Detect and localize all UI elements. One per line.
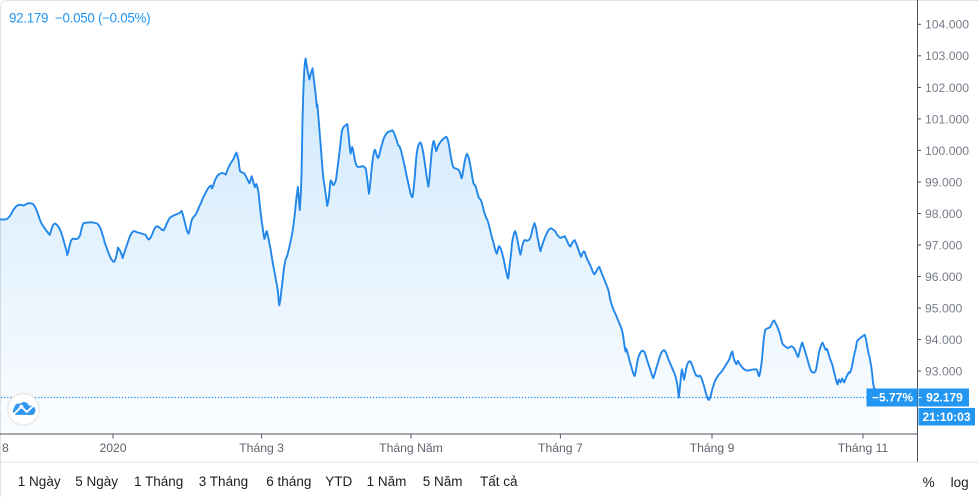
svg-text:93.000: 93.000 xyxy=(925,365,962,379)
svg-text:1 Năm: 1 Năm xyxy=(367,474,407,489)
svg-text:5 Năm: 5 Năm xyxy=(423,474,463,489)
svg-text:8: 8 xyxy=(2,441,9,455)
svg-text:log: log xyxy=(951,475,969,490)
svg-text:92.179 −0.050 (−0.05%): 92.179 −0.050 (−0.05%) xyxy=(9,10,150,25)
svg-text:95.000: 95.000 xyxy=(925,302,962,316)
svg-text:98.000: 98.000 xyxy=(925,207,962,221)
svg-text:6 tháng: 6 tháng xyxy=(266,474,311,489)
svg-text:104.000: 104.000 xyxy=(925,18,969,32)
svg-text:101.000: 101.000 xyxy=(925,112,969,126)
svg-text:99.000: 99.000 xyxy=(925,175,962,189)
svg-text:94.000: 94.000 xyxy=(925,333,962,347)
svg-text:Tháng 11: Tháng 11 xyxy=(838,441,889,455)
svg-text:Tháng 3: Tháng 3 xyxy=(239,441,284,455)
svg-text:96.000: 96.000 xyxy=(925,270,962,284)
svg-text:Tháng 9: Tháng 9 xyxy=(690,441,735,455)
svg-text:3 Tháng: 3 Tháng xyxy=(199,474,248,489)
svg-text:Tháng Năm: Tháng Năm xyxy=(379,441,443,455)
svg-text:YTD: YTD xyxy=(325,474,352,489)
svg-text:Tháng 7: Tháng 7 xyxy=(538,441,583,455)
svg-text:102.000: 102.000 xyxy=(925,81,969,95)
svg-text:2020: 2020 xyxy=(99,441,126,455)
svg-text:−5.77%: −5.77% xyxy=(872,391,913,405)
svg-text:100.000: 100.000 xyxy=(925,144,969,158)
svg-text:5 Ngày: 5 Ngày xyxy=(75,474,118,489)
svg-text:103.000: 103.000 xyxy=(925,49,969,63)
svg-text:97.000: 97.000 xyxy=(925,238,962,252)
svg-text:%: % xyxy=(923,475,935,490)
svg-text:1 Tháng: 1 Tháng xyxy=(134,474,183,489)
svg-text:Tất cả: Tất cả xyxy=(480,474,518,489)
svg-text:92.179: 92.179 xyxy=(926,391,963,405)
svg-text:21:10:03: 21:10:03 xyxy=(922,410,970,424)
svg-text:1 Ngày: 1 Ngày xyxy=(18,474,61,489)
